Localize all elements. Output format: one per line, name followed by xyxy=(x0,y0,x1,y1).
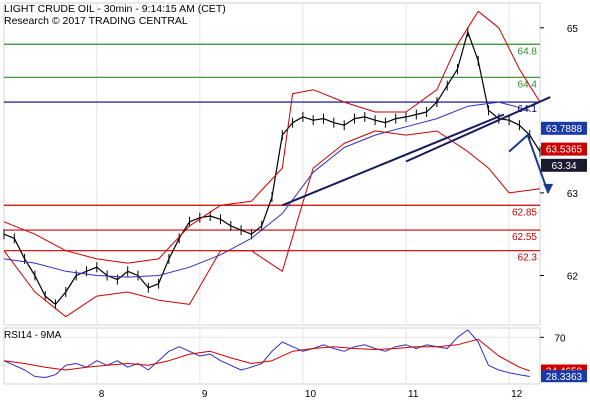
series-ma xyxy=(3,101,530,278)
price-tag-label-63.5365: 63.5365 xyxy=(546,145,583,156)
y-tick-label-65: 65 xyxy=(567,24,579,35)
level-label-64.4: 64.4 xyxy=(518,79,538,90)
series-bollinger-upper xyxy=(3,10,541,264)
x-tick-label-10: 10 xyxy=(305,389,317,400)
chart-subtitle: Research © 2017 TRADING CENTRAL xyxy=(4,15,188,27)
x-tick-label-8: 8 xyxy=(99,389,105,400)
rsi-line-rsi-ma xyxy=(3,338,530,372)
price-tag-bg-63.34 xyxy=(541,158,587,172)
chart-title: LIGHT CRUDE OIL - 30min - 9:14:15 AM (CE… xyxy=(4,3,226,15)
rsi-tag-bg-28.3363 xyxy=(541,370,587,383)
level-label-62.85: 62.85 xyxy=(512,207,537,218)
rsi-series xyxy=(3,329,530,378)
price-tags: 63.7888 63.5365 63.34 xyxy=(541,121,587,172)
price-tag-label-63.34: 63.34 xyxy=(551,161,576,172)
rsi-tick-label-70: 70 xyxy=(554,333,566,344)
price-tag-label-63.7888: 63.7888 xyxy=(546,124,583,135)
y-tick-label-62: 62 xyxy=(567,271,579,282)
price-tag-bg-63.5365 xyxy=(541,142,587,156)
trendlines xyxy=(281,96,551,207)
rsi-tag-label-28.3363: 28.3363 xyxy=(546,372,583,383)
level-label-62.3: 62.3 xyxy=(518,253,538,264)
y-tick-label-63: 63 xyxy=(567,189,579,200)
forecast-path xyxy=(508,133,550,194)
x-tick-label-11: 11 xyxy=(408,389,419,400)
price-tag-bg-63.7888 xyxy=(541,121,587,135)
level-label-62.55: 62.55 xyxy=(512,232,537,243)
x-tick-label-12: 12 xyxy=(511,389,523,400)
forecast-arrow xyxy=(508,133,554,194)
trendline-1 xyxy=(405,96,551,163)
time-axis: 8 9 10 11 12 xyxy=(99,389,523,400)
rsi-line-rsi xyxy=(3,329,530,378)
rsi-tags: 34.465828.3363 xyxy=(541,364,587,383)
trendline-0 xyxy=(281,113,505,207)
forecast-arrowhead xyxy=(543,183,554,194)
series-bollinger-lower xyxy=(3,130,541,318)
rsi-title: RSI14 - 9MA xyxy=(4,330,62,341)
price-axis: 65 63 62 xyxy=(540,24,579,282)
main-panel-frame xyxy=(3,2,541,326)
main-series xyxy=(3,10,541,318)
level-label-64.8: 64.8 xyxy=(518,46,538,57)
x-tick-label-9: 9 xyxy=(202,389,208,400)
rsi-axis: 70 xyxy=(540,333,566,344)
